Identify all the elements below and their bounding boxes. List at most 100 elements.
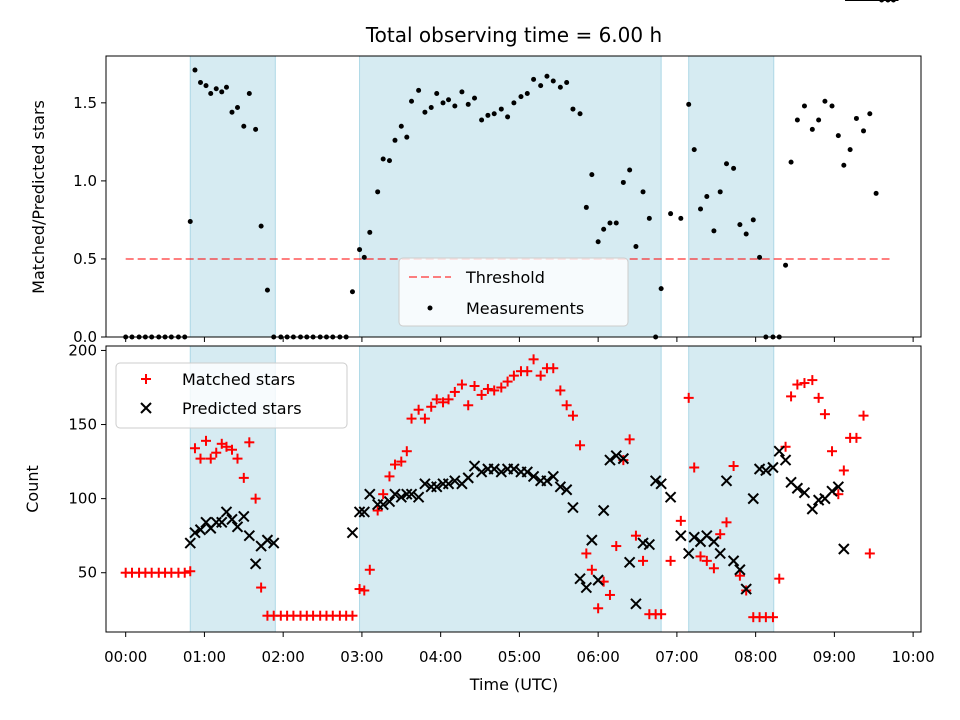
predicted-star-point — [194, 524, 207, 536]
predicted-star-point — [346, 527, 359, 539]
matched-star-point — [638, 555, 649, 566]
predicted-star-point — [560, 484, 573, 496]
measurement-point — [208, 90, 214, 96]
top-legend-box — [398, 257, 629, 327]
predicted-star-point — [773, 445, 785, 457]
predicted-star-point — [389, 488, 401, 500]
predicted-star-point — [832, 481, 845, 493]
predicted-star-point — [767, 461, 779, 474]
predicted-star-point — [442, 478, 455, 490]
matched-star-point — [406, 413, 417, 424]
measurement-point — [498, 106, 504, 112]
predicted-star-point — [412, 491, 425, 503]
matched-star-point — [384, 471, 395, 482]
bottom-y-axis-label: Count — [23, 465, 42, 513]
measurement-point — [203, 83, 209, 89]
matched-star-point — [567, 410, 578, 421]
predicted-star-point — [586, 534, 598, 546]
legend-matched-label: Matched stars — [182, 370, 295, 389]
measurement-point — [357, 247, 363, 253]
measurement-point — [465, 101, 471, 107]
measurement-point — [704, 194, 710, 199]
predicted-star-point — [779, 454, 792, 466]
matched-star-point — [813, 392, 824, 403]
matched-star-point — [604, 589, 615, 600]
matched-star-point — [548, 363, 559, 374]
measurement-point — [731, 165, 737, 171]
measurement-point — [620, 179, 626, 185]
predicted-star-point — [740, 583, 752, 595]
predicted-star-point — [495, 466, 508, 478]
predicted-star-point — [231, 521, 244, 533]
measurement-point — [829, 103, 835, 109]
x-tick-label: 09:00 — [813, 648, 856, 666]
x-tick-label: 07:00 — [655, 648, 698, 666]
measurement-point — [646, 215, 652, 221]
predicted-star-point — [747, 492, 759, 505]
top-y-tick-label: 0.0 — [73, 328, 97, 346]
bottom-y-axis: 50 100 150 200 — [68, 341, 106, 582]
measurement-point — [491, 111, 497, 117]
bottom-legend-box — [115, 362, 348, 429]
measurement-point — [717, 189, 723, 195]
x-tick-label: 08:00 — [734, 648, 777, 666]
matched-star-point — [774, 573, 785, 584]
predicted-star-point — [419, 478, 431, 490]
matched-star-point — [211, 447, 222, 458]
measurement-point — [235, 105, 241, 111]
matched-star-point — [238, 472, 249, 483]
measurement-point — [577, 111, 583, 117]
measurement-point — [686, 101, 692, 107]
predicted-star-point — [708, 535, 720, 548]
bottom-y-tick-label: 200 — [68, 341, 97, 359]
observing-window-1 — [359, 345, 662, 633]
matched-star-point — [359, 585, 370, 596]
measurement-point — [583, 204, 589, 210]
predicted-star-point — [401, 488, 413, 500]
predicted-star-point — [592, 574, 604, 586]
matched-star-point — [496, 382, 507, 393]
matched-star-point — [205, 453, 216, 464]
top-legend: Threshold Measurements — [398, 257, 629, 327]
predicted-star-point — [189, 527, 201, 539]
measurement-point — [847, 147, 853, 153]
predicted-star-point — [554, 481, 567, 493]
predicted-star-point — [727, 555, 740, 567]
matched-star-point — [656, 609, 667, 620]
matched-star-point — [807, 375, 818, 386]
measurement-point — [518, 94, 524, 100]
measurement-point — [783, 262, 789, 268]
measurement-point — [737, 222, 743, 228]
predicted-star-point — [364, 488, 376, 500]
measurement-point — [380, 156, 386, 162]
measurement-point — [446, 97, 452, 103]
measurement-point — [258, 223, 264, 229]
matched-star-point — [201, 435, 212, 446]
measurement-point — [361, 254, 367, 260]
matched-star-point — [189, 443, 200, 454]
top-y-axis: 0.0 0.5 1.0 1.5 — [73, 94, 106, 346]
predicted-star-point — [649, 475, 662, 487]
measurement-point — [375, 189, 381, 195]
matched-star-point — [792, 379, 803, 390]
predicted-star-point — [826, 485, 838, 497]
bottom-y-tick-label: 150 — [68, 416, 97, 434]
measurement-point — [264, 287, 270, 293]
top-y-axis-label: Matched/Predicted stars — [29, 100, 48, 294]
predicted-star-point — [655, 478, 667, 490]
matched-star-point — [221, 441, 232, 452]
measurement-point — [841, 162, 847, 168]
measurement-point — [440, 100, 446, 106]
matched-star-point — [426, 401, 437, 412]
measurement-point — [404, 134, 410, 140]
bottom-y-tick-label: 50 — [78, 564, 97, 582]
matched-star-point — [347, 610, 358, 621]
matched-star-point — [396, 456, 407, 467]
top-y-tick-label: 0.5 — [73, 250, 97, 268]
x-tick-label: 03:00 — [340, 648, 383, 666]
measurement-point — [658, 286, 664, 292]
predicted-star-point — [682, 547, 695, 560]
measurement-point — [452, 103, 458, 109]
measurement-point — [459, 89, 465, 95]
